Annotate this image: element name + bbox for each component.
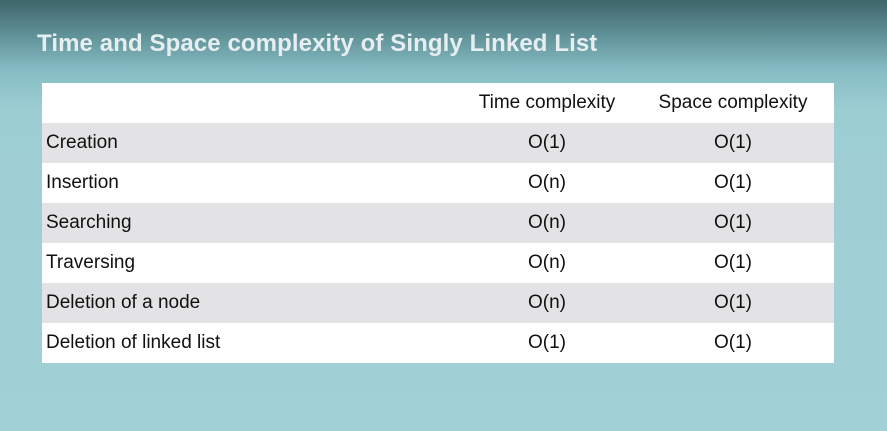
operation-cell: Insertion [46,172,119,193]
time-complexity-cell: O(n) [528,172,566,193]
operation-cell: Searching [46,212,132,233]
space-complexity-cell: O(1) [714,132,752,153]
operation-cell: Deletion of linked list [46,332,221,353]
operation-cell: Traversing [46,252,136,273]
space-complexity-cell: O(1) [714,292,752,313]
space-complexity-cell: O(1) [714,212,752,233]
time-complexity-cell: O(1) [528,332,566,353]
space-complexity-cell: O(1) [714,332,752,353]
table-row: Traversing O(n) O(1) [42,243,834,283]
slide-title: Time and Space complexity of Singly Link… [37,30,598,57]
table-row: Deletion of linked list O(1) O(1) [42,323,834,363]
complexity-table: Time complexity Space complexity Creatio… [42,83,834,363]
table-row: Searching O(n) O(1) [42,203,834,243]
space-complexity-cell: O(1) [714,172,752,193]
space-complexity-cell: O(1) [714,252,752,273]
operation-cell: Creation [46,132,118,153]
time-complexity-cell: O(n) [528,252,566,273]
time-complexity-cell: O(n) [528,292,566,313]
table-row: Creation O(1) O(1) [42,123,834,163]
operation-cell: Deletion of a node [46,292,201,313]
header-time-complexity: Time complexity [478,92,616,113]
time-complexity-cell: O(1) [528,132,566,153]
header-space-complexity: Space complexity [658,92,808,113]
table-row: Deletion of a node O(n) O(1) [42,283,834,323]
time-complexity-cell: O(n) [528,212,566,233]
header-operation [42,83,462,123]
table-header-row: Time complexity Space complexity [42,83,834,123]
table-row: Insertion O(n) O(1) [42,163,834,203]
